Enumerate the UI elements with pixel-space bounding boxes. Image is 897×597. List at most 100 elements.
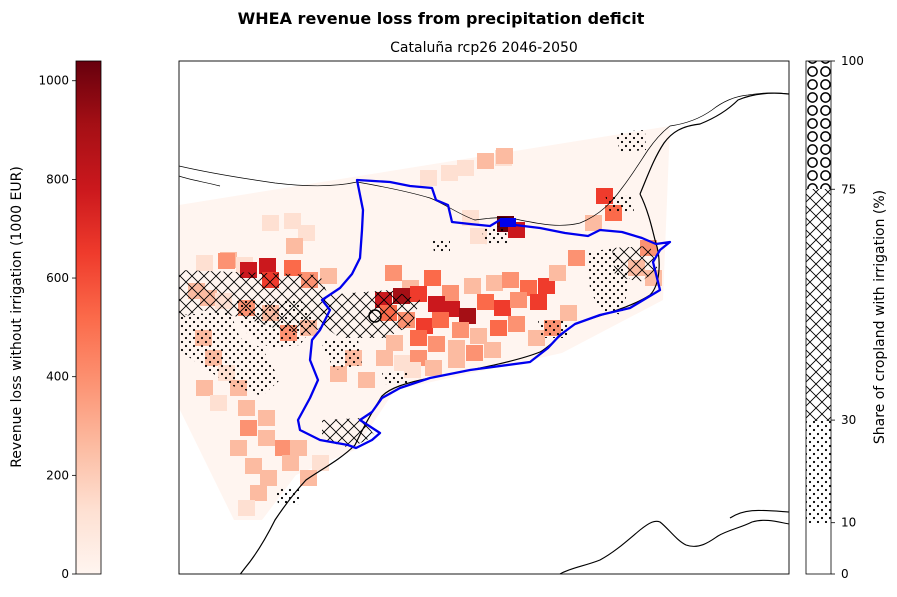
revenue-cell <box>490 320 507 336</box>
revenue-cell <box>275 440 292 456</box>
revenue-cell <box>448 352 465 368</box>
irrigation-band-0-10 <box>806 523 831 574</box>
irrigation-tick-label: 75 <box>841 182 856 196</box>
revenue-cell <box>240 420 257 436</box>
revenue-colorbar-label: Revenue loss without irrigation (1000 EU… <box>9 166 25 468</box>
map-subtitle: Cataluña rcp26 2046-2050 <box>390 40 578 56</box>
irrigation-band-10-30 <box>806 421 831 523</box>
revenue-cell <box>230 440 247 456</box>
revenue-cell <box>549 265 566 281</box>
revenue-cell <box>538 278 555 294</box>
revenue-cell <box>457 160 474 176</box>
irrigation-band-30-75 <box>806 189 831 421</box>
revenue-tick-label: 400 <box>46 370 69 384</box>
irrigation-tick-label: 30 <box>841 413 856 427</box>
pyrenees-border <box>179 92 789 226</box>
figure-title: WHEA revenue loss from precipitation def… <box>238 9 645 28</box>
revenue-cell <box>404 362 421 378</box>
irrigation-hatching <box>179 130 658 505</box>
irrigation-band-75-100 <box>806 61 831 189</box>
revenue-cell <box>284 260 301 276</box>
revenue-cell <box>484 342 501 358</box>
irrigation-tick-label: 10 <box>841 516 856 530</box>
revenue-cell <box>320 268 337 284</box>
border-segment <box>179 175 221 187</box>
revenue-cell <box>568 250 585 266</box>
map-panel <box>178 60 790 575</box>
revenue-cell <box>470 328 487 344</box>
irrigation-colorbar-ticks: 0 10 30 75 100 <box>831 54 864 581</box>
map-frame <box>178 60 790 575</box>
dots-area-east <box>588 248 630 315</box>
irrigation-tick-label: 0 <box>841 567 849 581</box>
dots-area-coast <box>382 372 408 385</box>
dots-area-girona <box>605 195 634 213</box>
revenue-cell <box>196 380 213 396</box>
dots-area-central-west <box>232 300 318 348</box>
revenue-cell <box>218 253 235 269</box>
dots-area-middle <box>320 340 362 370</box>
revenue-cell <box>441 165 458 181</box>
revenue-cell <box>464 278 481 294</box>
revenue-cell <box>510 292 527 308</box>
revenue-cell <box>442 285 459 301</box>
revenue-tick-label: 0 <box>61 567 69 581</box>
revenue-cell <box>258 410 275 426</box>
coastline-islands <box>559 509 789 574</box>
revenue-cell <box>245 458 262 474</box>
revenue-cell <box>238 400 255 416</box>
revenue-cell <box>452 322 469 338</box>
revenue-cell <box>428 336 445 352</box>
revenue-cell <box>466 345 483 361</box>
revenue-cell <box>425 360 442 376</box>
dots-area-north <box>482 226 508 245</box>
revenue-cell <box>385 265 402 281</box>
revenue-cell <box>477 294 494 310</box>
revenue-cell <box>259 258 276 274</box>
revenue-cell <box>424 270 441 286</box>
revenue-cell <box>494 300 511 316</box>
revenue-cell <box>210 395 227 411</box>
revenue-cell <box>286 238 303 254</box>
revenue-cell <box>386 335 403 351</box>
coastline-north <box>639 92 789 195</box>
revenue-cell <box>238 500 255 516</box>
revenue-cell <box>410 286 427 302</box>
revenue-cell <box>330 366 347 382</box>
revenue-cell <box>459 308 476 324</box>
dots-area-west <box>179 312 280 396</box>
revenue-cell <box>585 215 602 231</box>
revenue-tick-label: 1000 <box>38 74 69 88</box>
revenue-cell <box>502 272 519 288</box>
revenue-colorbar-ticks: 0 200 400 600 800 1000 <box>38 74 76 581</box>
revenue-cell <box>282 455 299 471</box>
revenue-cell <box>432 312 449 328</box>
revenue-cell <box>284 213 301 229</box>
revenue-cell <box>196 255 213 271</box>
revenue-cell <box>410 330 427 346</box>
revenue-cell <box>262 215 279 231</box>
revenue-cell <box>560 305 577 321</box>
revenue-cell <box>250 485 267 501</box>
revenue-cell <box>376 350 393 366</box>
revenue-cell <box>420 170 437 186</box>
revenue-cell <box>496 148 513 164</box>
revenue-cell <box>358 372 375 388</box>
irrigation-colorbar-label: Share of cropland with irrigation (%) <box>872 190 888 444</box>
revenue-colorbar-gradient <box>75 60 102 575</box>
dots-area-tarragona <box>538 320 568 338</box>
circle-marker <box>368 309 382 323</box>
revenue-colorbar: 0 200 400 600 800 1000 Revenue loss without i… <box>9 60 102 581</box>
dots-area-pyrenees <box>432 240 450 252</box>
revenue-cell <box>312 455 329 471</box>
dots-area-northeast <box>615 130 646 152</box>
revenue-cell <box>260 470 277 486</box>
crosshatch-area-south <box>322 418 375 448</box>
revenue-tick-label: 200 <box>46 468 69 482</box>
revenue-tick-label: 600 <box>46 271 69 285</box>
revenue-cell <box>477 153 494 169</box>
irrigation-colorbar-frame <box>805 60 832 575</box>
irrigation-tick-label: 100 <box>841 54 864 68</box>
